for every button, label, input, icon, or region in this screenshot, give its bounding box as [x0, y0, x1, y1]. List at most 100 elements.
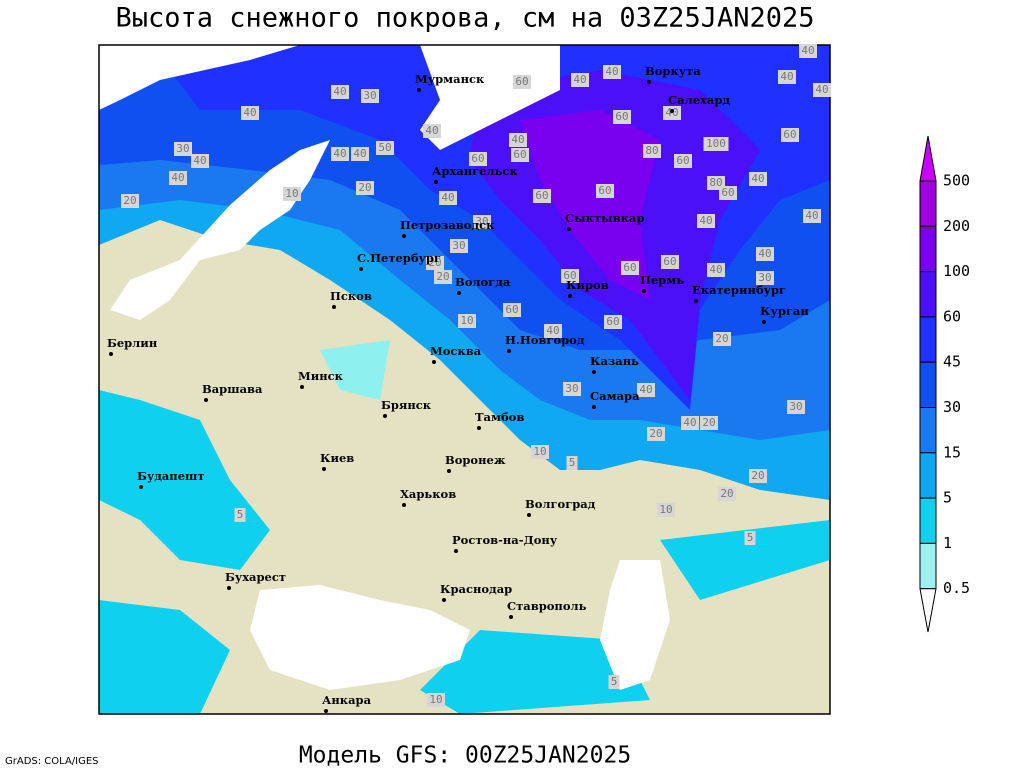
contour-label: 40 — [353, 147, 366, 160]
contour-label: 40 — [333, 85, 346, 98]
city-dot — [359, 267, 363, 271]
contour-label-box — [697, 214, 715, 228]
contour-label: 40 — [333, 147, 346, 160]
contour-label: 40 — [243, 106, 256, 119]
colorbar-segment — [919, 225, 937, 273]
contour-label: 60 — [721, 186, 734, 199]
contour-label-box — [513, 75, 531, 89]
city-label: Минск — [298, 369, 344, 383]
contour-label: 100 — [706, 137, 726, 150]
contour-label-box — [756, 271, 774, 285]
contour-label-box — [608, 675, 620, 689]
contour-label-box — [191, 154, 209, 168]
contour-label: 40 — [573, 73, 586, 86]
contour-label-box — [787, 400, 805, 414]
contour-label: 40 — [605, 65, 618, 78]
colorbar-segment — [919, 452, 937, 499]
contour-label-box — [603, 65, 621, 79]
contour-label: 5 — [237, 508, 244, 521]
city-label: Салехард — [668, 93, 730, 107]
contour-label: 40 — [425, 124, 438, 137]
city-dot — [477, 426, 481, 430]
city-dot — [568, 294, 572, 298]
city-label: Москва — [430, 344, 482, 358]
contour-label-box — [703, 137, 729, 151]
contour-label: 60 — [663, 255, 676, 268]
contour-label-box — [509, 133, 527, 147]
city-label: Анкара — [322, 693, 372, 707]
contour-label: 20 — [358, 181, 371, 194]
colorbar-segment — [919, 316, 937, 363]
map-frame — [98, 44, 831, 715]
contour-label-box — [531, 445, 549, 459]
contour-label-box — [361, 89, 379, 103]
city-dot — [139, 485, 143, 489]
city-label: Тамбов — [475, 410, 524, 424]
contour-label: 60 — [515, 75, 528, 88]
city-dot — [442, 598, 446, 602]
city-label: Сыктывкар — [565, 211, 644, 225]
sea — [110, 140, 330, 320]
colorbar-label: 45 — [943, 353, 961, 371]
credit: GrADS: COLA/IGES — [5, 756, 99, 767]
contour-label-box — [533, 189, 551, 203]
city-dot — [204, 398, 208, 402]
contour-label: 30 — [565, 382, 578, 395]
footer: Модель GFS: 00Z25JAN2025 — [299, 743, 631, 769]
colorbar-label: 500 — [943, 172, 970, 190]
contour-label-box — [749, 172, 767, 186]
contour-label-box — [637, 383, 655, 397]
city-label: Воркута — [645, 64, 701, 78]
city-dot — [509, 615, 513, 619]
contour-label-box — [643, 144, 661, 158]
colorbar-label: 15 — [943, 443, 961, 461]
city-dot — [434, 180, 438, 184]
contour-label: 10 — [533, 445, 546, 458]
contour-label: 30 — [789, 400, 802, 413]
contour-label: 60 — [623, 261, 636, 274]
contour-label-box — [719, 186, 737, 200]
contour-label-box — [351, 147, 369, 161]
contour-label: 40 — [751, 172, 764, 185]
contour-label-box — [439, 191, 457, 205]
colorbar-label: 100 — [943, 262, 970, 280]
snow-5 — [99, 390, 270, 570]
city-dot — [402, 503, 406, 507]
city-dot — [402, 234, 406, 238]
city-label: Псков — [330, 289, 372, 303]
contour-label: 20 — [649, 427, 662, 440]
city-label: Бухарест — [225, 570, 286, 584]
contour-label-box — [661, 255, 679, 269]
contour-label-box — [450, 239, 468, 253]
contour-label-box — [331, 147, 349, 161]
contour-label: 60 — [471, 152, 484, 165]
contour-label-box — [169, 171, 187, 185]
contour-label: 60 — [505, 303, 518, 316]
city-label: Берлин — [107, 336, 158, 350]
contour-label: 20 — [436, 270, 449, 283]
contour-label-box — [700, 416, 718, 430]
contour-label: 40 — [683, 416, 696, 429]
city-label: Киров — [566, 278, 609, 292]
contour-label: 60 — [598, 184, 611, 197]
city-dot — [647, 80, 651, 84]
contour-label: 30 — [475, 215, 488, 228]
contour-label: 60 — [676, 154, 689, 167]
contour-label-box — [756, 247, 774, 261]
colorbar-label: 200 — [943, 217, 970, 235]
city-dot — [324, 709, 328, 713]
contour-label: 40 — [815, 83, 828, 96]
contour-label: 80 — [645, 144, 658, 157]
city-label: Пермь — [640, 273, 684, 287]
contour-label-box — [511, 148, 529, 162]
contour-label: 40 — [171, 171, 184, 184]
contour-label-box — [674, 154, 692, 168]
city-label: Екатеринбург — [692, 283, 786, 297]
contour-label-box — [376, 141, 394, 155]
contour-label-box — [469, 152, 487, 166]
city-label: С.Петербург — [357, 251, 441, 265]
city-dot — [454, 549, 458, 553]
contour-label: 30 — [176, 142, 189, 155]
contour-label: 40 — [805, 209, 818, 222]
contour-label: 80 — [709, 176, 722, 189]
